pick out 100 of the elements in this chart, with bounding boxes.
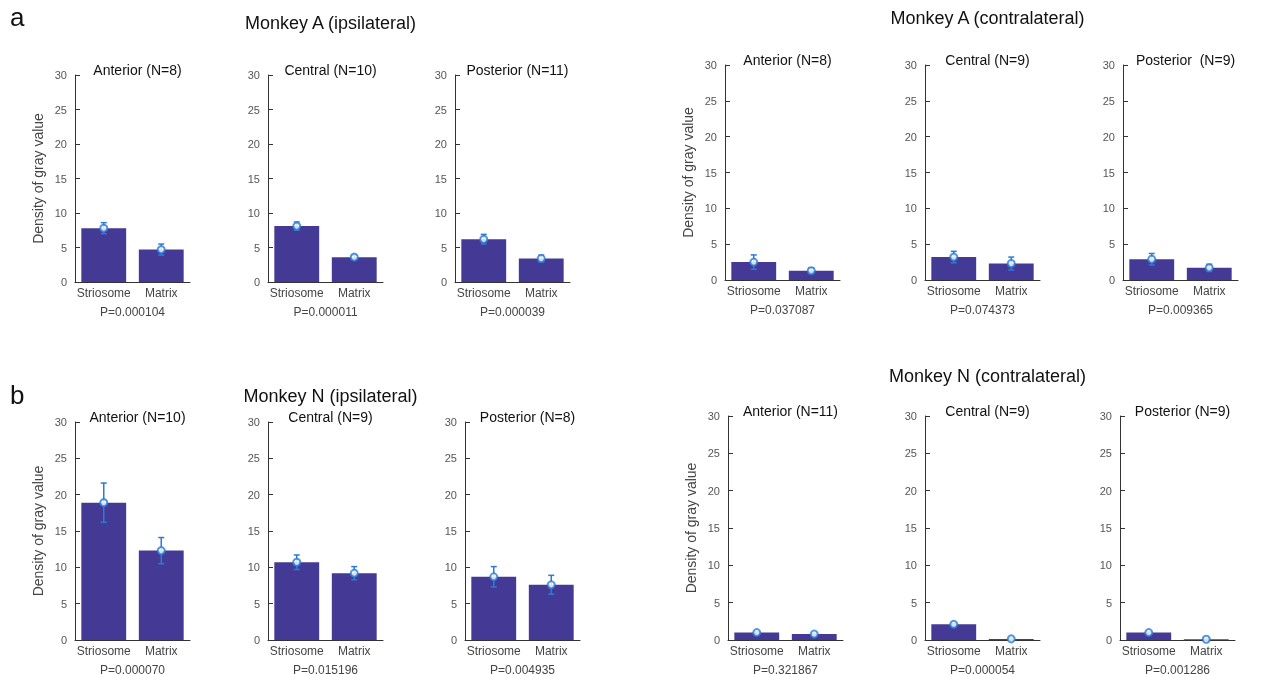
x-axis-title: P=0.000011 bbox=[293, 305, 358, 319]
y-tick-label: 5 bbox=[910, 596, 917, 609]
y-tick-label: 10 bbox=[247, 207, 260, 219]
y-tick-label: 15 bbox=[54, 172, 67, 185]
x-axis-title: P=0.001286 bbox=[1144, 663, 1211, 674]
y-tick-label: 20 bbox=[54, 138, 67, 150]
y-tick-label: 15 bbox=[904, 522, 917, 534]
chart-title: Central (N=10) bbox=[284, 62, 377, 78]
y-tick-label: 25 bbox=[1099, 447, 1112, 460]
chart-subtitle: Monkey N (ipsilateral) bbox=[243, 386, 418, 406]
x-tick-label: Matrix bbox=[534, 644, 568, 658]
x-tick-label: Striosome bbox=[1121, 644, 1177, 658]
chart-title: Posterior (N=11) bbox=[466, 62, 569, 78]
y-tick-label: 30 bbox=[707, 410, 720, 422]
y-tick-label: 15 bbox=[54, 525, 67, 537]
chart-title: Anterior (N=11) bbox=[742, 403, 839, 419]
y-tick-label: 0 bbox=[60, 634, 67, 646]
y-tick-label: 0 bbox=[910, 634, 917, 646]
y-tick-label: 30 bbox=[1099, 410, 1112, 422]
text: a bbox=[10, 2, 25, 33]
y-tick-label: 0 bbox=[910, 274, 917, 286]
y-tick-label: 10 bbox=[1099, 559, 1112, 572]
y-tick-label: 30 bbox=[904, 410, 917, 422]
y-tick-label: 10 bbox=[704, 202, 717, 215]
x-tick-label: Matrix bbox=[144, 286, 178, 300]
y-tick-label: 10 bbox=[1102, 202, 1115, 215]
x-tick-label: Striosome bbox=[726, 284, 782, 298]
x-axis-title: P=0.037087 bbox=[749, 303, 816, 317]
y-tick-label: 15 bbox=[444, 525, 457, 537]
y-tick-label: 5 bbox=[1108, 238, 1115, 251]
y-tick-label: 20 bbox=[247, 488, 260, 501]
y-tick-label: 0 bbox=[440, 276, 447, 288]
y-tick-label: 25 bbox=[904, 447, 917, 460]
y-tick-label: 5 bbox=[440, 241, 447, 254]
chart-title: Anterior (N=10) bbox=[89, 409, 186, 425]
y-tick-label: 30 bbox=[1102, 59, 1115, 71]
chart-title: Anterior (N=8) bbox=[743, 52, 832, 68]
x-tick-label: Striosome bbox=[76, 644, 132, 658]
y-tick-label: 30 bbox=[247, 69, 260, 81]
y-tick-label: 15 bbox=[704, 166, 717, 179]
y-tick-label: 30 bbox=[54, 69, 67, 81]
y-axis-title: Density of gray value bbox=[683, 462, 699, 594]
y-tick-label: 5 bbox=[450, 597, 457, 610]
y-tick-label: 20 bbox=[434, 138, 447, 150]
x-axis-title: P=0.004935 bbox=[489, 663, 556, 674]
y-tick-label: 5 bbox=[1105, 596, 1112, 609]
x-tick-label: Matrix bbox=[1192, 284, 1226, 298]
y-tick-label: 20 bbox=[904, 130, 917, 143]
chart-title: Posterior (N=9) bbox=[1135, 52, 1236, 68]
y-tick-label: 5 bbox=[253, 597, 260, 610]
x-tick-label: Striosome bbox=[269, 644, 325, 658]
x-tick-label: Striosome bbox=[1124, 284, 1180, 298]
y-tick-label: 10 bbox=[444, 561, 457, 574]
y-tick-label: 0 bbox=[1105, 634, 1112, 646]
chart-title: Anterior (N=8) bbox=[93, 62, 182, 78]
y-tick-label: 25 bbox=[704, 94, 717, 107]
y-tick-label: 0 bbox=[710, 274, 717, 286]
y-tick-label: 0 bbox=[253, 276, 260, 288]
x-tick-label: Striosome bbox=[926, 644, 982, 658]
x-tick-label: Matrix bbox=[994, 284, 1028, 298]
chart-title: Central (N=9) bbox=[945, 52, 1030, 68]
y-tick-label: 15 bbox=[904, 166, 917, 179]
chart-title: Central (N=9) bbox=[945, 403, 1030, 419]
y-tick-label: 5 bbox=[713, 596, 720, 609]
y-tick-label: 25 bbox=[444, 452, 457, 465]
y-tick-label: 0 bbox=[450, 634, 457, 646]
x-axis-title: P=0.321867 bbox=[752, 663, 819, 674]
x-tick-label: Striosome bbox=[729, 644, 785, 658]
x-tick-label: Matrix bbox=[337, 644, 371, 658]
y-tick-label: 25 bbox=[434, 103, 447, 116]
x-tick-label: Striosome bbox=[466, 644, 522, 658]
chart-title: Central (N=9) bbox=[288, 409, 373, 425]
x-tick-label: Matrix bbox=[524, 286, 558, 300]
chart-title: Posterior (N=8) bbox=[479, 409, 576, 425]
y-tick-label: 15 bbox=[434, 172, 447, 185]
y-tick-label: 15 bbox=[1099, 522, 1112, 534]
y-tick-label: 25 bbox=[707, 447, 720, 460]
x-tick-label: Striosome bbox=[456, 286, 512, 300]
y-tick-label: 5 bbox=[253, 241, 260, 254]
x-tick-label: Striosome bbox=[76, 286, 132, 300]
y-axis-title: Density of gray value bbox=[30, 465, 46, 597]
y-tick-label: 25 bbox=[904, 94, 917, 107]
y-tick-label: 5 bbox=[910, 238, 917, 251]
x-axis-title: P=0.009365 bbox=[1147, 303, 1214, 317]
y-tick-label: 5 bbox=[710, 238, 717, 251]
y-tick-label: 20 bbox=[247, 138, 260, 150]
x-axis-title: P=0.015196 bbox=[292, 663, 359, 674]
y-axis-title: Density of gray value bbox=[30, 112, 46, 244]
y-tick-label: 15 bbox=[247, 525, 260, 537]
chart-subtitle: Monkey A (contralateral) bbox=[890, 8, 1085, 28]
x-tick-label: Matrix bbox=[994, 644, 1028, 658]
y-tick-label: 20 bbox=[707, 484, 720, 497]
y-tick-label: 20 bbox=[1102, 130, 1115, 143]
y-tick-label: 30 bbox=[904, 59, 917, 71]
x-tick-label: Matrix bbox=[794, 284, 828, 298]
x-tick-label: Striosome bbox=[926, 284, 982, 298]
y-tick-label: 10 bbox=[247, 561, 260, 574]
y-tick-label: 30 bbox=[704, 59, 717, 71]
text: b bbox=[10, 380, 25, 411]
y-tick-label: 15 bbox=[707, 522, 720, 534]
